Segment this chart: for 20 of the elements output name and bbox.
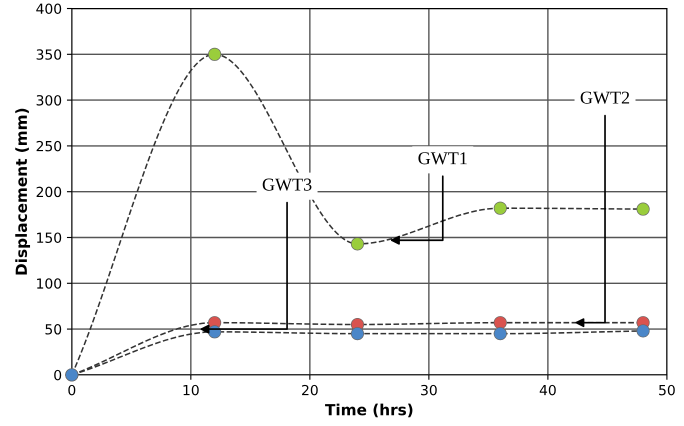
y-axis-title: Displacement (mm) — [15, 108, 30, 275]
x-tick-label: 0 — [68, 384, 76, 396]
y-tick-label: 350 — [36, 49, 62, 60]
y-tick-label: 150 — [37, 232, 62, 243]
annotation: GWT3 — [262, 178, 312, 191]
annotation: GWT1 — [418, 152, 467, 164]
x-tick-label: 50 — [659, 384, 675, 396]
y-tick-label: 0 — [54, 370, 62, 380]
x-axis-title: Time (hrs) — [325, 404, 412, 418]
x-tick-label: 10 — [184, 384, 199, 396]
x-tick-label: 20 — [302, 384, 318, 396]
y-tick-label: 50 — [45, 324, 62, 335]
y-tick-label: 250 — [36, 140, 62, 152]
y-tick-label: 300 — [36, 95, 62, 106]
annotation: GWT2 — [580, 92, 630, 104]
y-tick-label: 100 — [37, 278, 62, 289]
x-tick-label: 40 — [540, 384, 556, 396]
y-tick-label: 200 — [36, 186, 62, 198]
x-tick-label: 30 — [421, 384, 437, 396]
y-tick-label: 400 — [36, 3, 62, 14]
